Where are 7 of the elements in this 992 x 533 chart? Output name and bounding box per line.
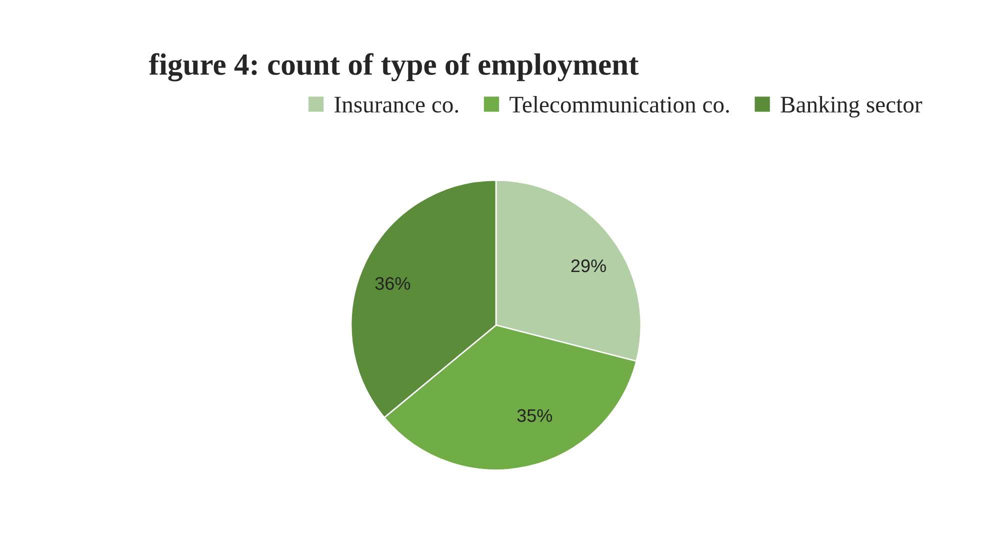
data-label: 36%: [375, 277, 410, 290]
chart-title: figure 4: count of type of employment: [149, 53, 639, 82]
data-label: 29%: [571, 259, 606, 272]
data-label: 35%: [517, 409, 552, 422]
legend-label: Telecommunication co.: [510, 96, 729, 113]
legend-label: Insurance co.: [334, 96, 458, 113]
legend-label: Banking sector: [780, 96, 922, 118]
